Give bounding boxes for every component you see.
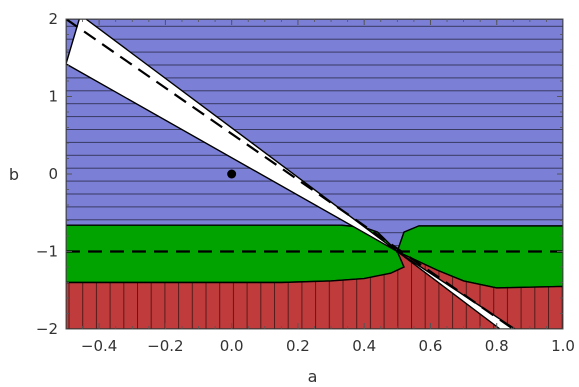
- x-tick-label: 0.6: [419, 337, 443, 355]
- x-tick-label: 0.2: [286, 337, 310, 355]
- region-boundary: [66, 250, 563, 329]
- y-tick-label: −1: [36, 243, 58, 261]
- region-green_region: [66, 225, 563, 288]
- y-tick-label: 2: [48, 10, 58, 28]
- y-tick-label: 1: [48, 88, 58, 106]
- dashed-line: [66, 19, 514, 329]
- plot-area: [66, 19, 563, 329]
- x-tick-label: −0.2: [147, 337, 183, 355]
- x-tick-label: 1.0: [551, 337, 575, 355]
- x-tick-label: 0.0: [220, 337, 244, 355]
- region-hatch-horizontal: [66, 19, 563, 252]
- x-axis-label: a: [308, 367, 318, 386]
- y-tick-label: 0: [48, 165, 58, 183]
- data-point: [227, 169, 237, 179]
- x-tick-label: 0.4: [352, 337, 376, 355]
- x-tick-label: −0.4: [81, 337, 117, 355]
- y-tick-label: −2: [36, 320, 58, 338]
- x-tick-label: 0.8: [485, 337, 509, 355]
- y-axis-label: b: [9, 165, 19, 184]
